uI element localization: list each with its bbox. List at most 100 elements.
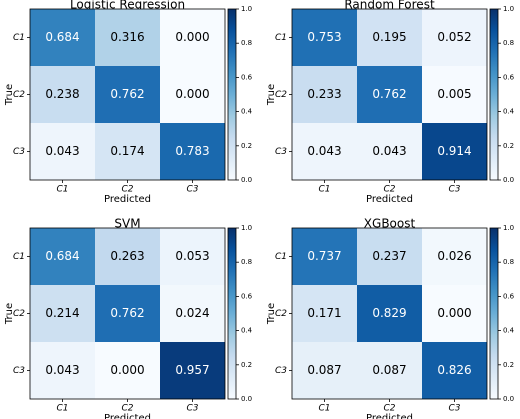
colorbar-tick-label: 0.8 xyxy=(503,258,514,266)
cell xyxy=(160,228,225,285)
colorbar xyxy=(489,8,499,181)
cell-label: 0.195 xyxy=(372,30,406,44)
colorbar-tick-label: 0.8 xyxy=(241,39,252,47)
y-tick-label: C3 xyxy=(13,147,25,157)
cell-label: 0.753 xyxy=(307,30,341,44)
y-tick-label: C1 xyxy=(13,252,25,262)
cell xyxy=(357,123,422,180)
y-tick-label: C2 xyxy=(275,90,287,100)
cell xyxy=(160,9,225,66)
x-tick-label: C2 xyxy=(121,185,133,195)
panel-title: SVM xyxy=(114,217,140,231)
colorbar-tick-label: 1.0 xyxy=(241,5,252,13)
colorbar-tick-label: 0.2 xyxy=(241,361,252,369)
colorbar xyxy=(489,227,499,400)
colorbar-tick-label: 0.4 xyxy=(503,108,515,116)
cell xyxy=(357,9,422,66)
cell xyxy=(357,342,422,399)
panel-title: Logistic Regression xyxy=(70,0,185,12)
colorbar-tick-label: 0.6 xyxy=(241,292,253,300)
panel-title: XGBoost xyxy=(364,217,416,231)
colorbar-tick-label: 0.0 xyxy=(241,176,252,184)
colorbar-tick-label: 0.6 xyxy=(503,73,515,81)
cell xyxy=(422,285,487,342)
x-tick-label: C1 xyxy=(56,185,68,195)
colorbar-tick-label: 0.2 xyxy=(503,142,514,150)
colorbar-tick-label: 1.0 xyxy=(503,224,514,232)
y-tick-label: C1 xyxy=(13,33,25,43)
cell-label: 0.826 xyxy=(437,363,471,377)
cell-label: 0.043 xyxy=(372,144,406,158)
cell-label: 0.316 xyxy=(110,30,144,44)
cell xyxy=(95,123,160,180)
cell xyxy=(160,285,225,342)
cell xyxy=(95,228,160,285)
y-tick-label: C1 xyxy=(275,252,287,262)
cell-label: 0.026 xyxy=(437,249,471,263)
cell xyxy=(30,123,95,180)
cell xyxy=(160,123,225,180)
y-tick-label: C2 xyxy=(13,309,25,319)
x-axis-label: Predicted xyxy=(104,194,151,205)
cell-label: 0.174 xyxy=(110,144,144,158)
y-axis-label: True xyxy=(266,303,277,325)
cell-label: 0.087 xyxy=(307,363,341,377)
cell-label: 0.000 xyxy=(110,363,144,377)
x-tick-label: C2 xyxy=(383,404,395,414)
cell xyxy=(95,342,160,399)
cell xyxy=(292,285,357,342)
x-tick-label: C1 xyxy=(318,404,330,414)
cell-label: 0.043 xyxy=(45,144,79,158)
cell-label: 0.957 xyxy=(175,363,209,377)
cell xyxy=(30,9,95,66)
y-tick-label: C3 xyxy=(275,147,287,157)
cell xyxy=(292,342,357,399)
colorbar-tick-label: 1.0 xyxy=(503,5,514,13)
cell xyxy=(95,9,160,66)
cell xyxy=(30,66,95,123)
cell-label: 0.737 xyxy=(307,249,341,263)
colorbar-tick-label: 0.8 xyxy=(503,39,514,47)
colorbar-tick-label: 0.0 xyxy=(503,395,514,403)
cell xyxy=(422,228,487,285)
cell xyxy=(422,66,487,123)
cell-label: 0.263 xyxy=(110,249,144,263)
colorbar-tick-label: 0.2 xyxy=(241,142,252,150)
cell-label: 0.000 xyxy=(437,306,471,320)
cell-label: 0.043 xyxy=(307,144,341,158)
cell-label: 0.762 xyxy=(110,87,144,101)
colorbar-tick-label: 1.0 xyxy=(241,224,252,232)
panel: Logistic Regression 0.684 0.316 0.000 0.238 0… xyxy=(4,0,253,205)
cell xyxy=(422,123,487,180)
y-tick-label: C3 xyxy=(275,366,287,376)
y-tick-label: C3 xyxy=(13,366,25,376)
cell xyxy=(95,66,160,123)
colorbar-tick-label: 0.0 xyxy=(503,176,514,184)
panel: Random Forest 0.753 0.195 0.052 0.233 0.762 0.… xyxy=(266,0,515,205)
colorbar-tick-label: 0.8 xyxy=(241,258,252,266)
cell xyxy=(292,66,357,123)
colorbar xyxy=(227,8,237,181)
colorbar-tick-label: 0.6 xyxy=(241,73,253,81)
x-tick-label: C3 xyxy=(448,404,460,414)
cell xyxy=(30,342,95,399)
cell-label: 0.214 xyxy=(45,306,79,320)
y-tick-label: C2 xyxy=(275,309,287,319)
cell-label: 0.783 xyxy=(175,144,209,158)
cell xyxy=(357,228,422,285)
cell xyxy=(422,9,487,66)
y-axis-label: True xyxy=(266,84,277,106)
y-axis-label: True xyxy=(4,84,15,106)
cell-label: 0.233 xyxy=(307,87,341,101)
cell-label: 0.914 xyxy=(437,144,471,158)
colorbar xyxy=(227,227,237,400)
x-axis-label: Predicted xyxy=(104,413,151,419)
cell-label: 0.000 xyxy=(175,87,209,101)
cell-label: 0.171 xyxy=(307,306,341,320)
cell-label: 0.762 xyxy=(372,87,406,101)
cell-label: 0.684 xyxy=(45,249,79,263)
cell xyxy=(95,285,160,342)
x-tick-label: C3 xyxy=(186,404,198,414)
x-tick-label: C2 xyxy=(121,404,133,414)
